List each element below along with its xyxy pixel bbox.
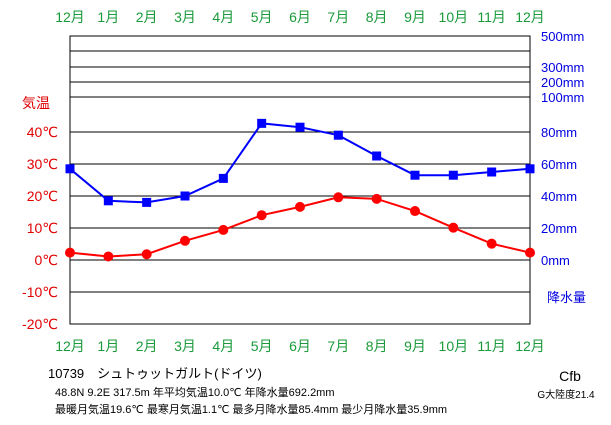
- month-label: 7月: [327, 9, 349, 25]
- month-label: 2月: [136, 9, 158, 25]
- temperature-point: [180, 235, 190, 246]
- temperature-tick: -10℃: [22, 284, 58, 300]
- precipitation-point: [333, 130, 343, 140]
- temperature-point: [486, 238, 497, 249]
- bottom-month-labels: 12月 1月 2月 3月 4月 5月 6月 7月 8月 9月 10月 11月 12月: [55, 338, 545, 354]
- precipitation-tick: 0mm: [541, 253, 570, 268]
- temperature-point: [410, 206, 420, 217]
- month-label: 12月: [55, 9, 85, 25]
- temperature-point: [371, 193, 382, 204]
- month-label: 3月: [174, 9, 196, 25]
- month-label: 9月: [404, 338, 426, 354]
- month-label: 6月: [289, 9, 311, 25]
- climate-class: Cfb: [559, 368, 581, 384]
- grid: [69, 35, 531, 325]
- precipitation-tick: 80mm: [541, 125, 577, 140]
- month-label: 11月: [477, 9, 506, 25]
- temperature-point: [333, 192, 344, 203]
- precipitation-point: [448, 170, 458, 180]
- precipitation-point: [65, 164, 75, 174]
- temperature-tick: 30℃: [27, 156, 58, 172]
- month-label: 2月: [136, 338, 158, 354]
- precipitation-tick: 40mm: [541, 189, 577, 204]
- month-label: 5月: [251, 338, 273, 354]
- precipitation-tick: 500mm: [541, 29, 584, 44]
- month-label: 9月: [404, 9, 426, 25]
- temperature-point: [295, 201, 305, 212]
- precipitation-point: [487, 167, 497, 177]
- temperature-tick: 10℃: [27, 220, 58, 236]
- temperature-point: [141, 249, 152, 260]
- station-name: 10739 シュトゥットガルト(ドイツ): [48, 366, 262, 381]
- precipitation-point: [257, 118, 267, 128]
- month-label: 10月: [439, 9, 469, 25]
- precipitation-point: [372, 151, 382, 161]
- month-label: 6月: [289, 338, 311, 354]
- month-label: 12月: [515, 9, 545, 25]
- top-month-labels: 12月 1月 2月 3月 4月 5月 6月 7月 8月 9月 10月 11月 12月: [55, 9, 545, 25]
- precipitation-axis-label: 降水量: [547, 290, 586, 305]
- month-label: 5月: [251, 9, 273, 25]
- station-stats: 48.8N 9.2E 317.5m 年平均気温10.0℃ 年降水量692.2mm: [55, 385, 335, 399]
- temperature-point: [103, 251, 114, 262]
- month-label: 10月: [439, 338, 469, 354]
- month-label: 4月: [212, 9, 234, 25]
- precipitation-tick: 200mm: [541, 75, 584, 90]
- temperature-point: [525, 247, 535, 258]
- precipitation-point: [525, 164, 535, 174]
- month-label: 1月: [97, 338, 119, 354]
- temperature-point: [256, 210, 267, 221]
- station-extremes: 最暖月気温19.6℃ 最寒月気温1.1℃ 最多月降水量85.4mm 最少月降水量…: [55, 402, 447, 416]
- month-label: 3月: [174, 338, 196, 354]
- temperature-tick: 40℃: [27, 124, 58, 140]
- month-label: 7月: [327, 338, 349, 354]
- temperature-tick: -20℃: [22, 316, 58, 332]
- precipitation-point: [295, 122, 305, 132]
- temperature-axis-label: 気温: [22, 95, 50, 111]
- temperature-tick: 20℃: [27, 188, 58, 204]
- precipitation-point: [142, 197, 152, 207]
- month-label: 8月: [366, 9, 388, 25]
- temperature-point: [448, 222, 459, 233]
- precipitation-tick: 300mm: [541, 60, 584, 75]
- month-label: 12月: [55, 338, 85, 354]
- precipitation-tick: 100mm: [541, 90, 584, 105]
- temperature-point: [65, 247, 75, 258]
- series-layer: [65, 118, 535, 262]
- month-label: 8月: [366, 338, 388, 354]
- temperature-tick: 0℃: [34, 252, 58, 268]
- precipitation-point: [410, 170, 420, 180]
- precipitation-point: [103, 196, 113, 206]
- precipitation-tick: 60mm: [541, 157, 577, 172]
- month-label: 1月: [97, 9, 119, 25]
- temperature-tick-labels: 40℃ 30℃ 20℃ 10℃ 0℃ -10℃ -20℃: [22, 124, 58, 332]
- precipitation-tick: 20mm: [541, 221, 577, 236]
- continentality: G大陸度21.4: [537, 388, 595, 401]
- precipitation-point: [218, 173, 228, 183]
- month-label: 12月: [515, 338, 545, 354]
- precipitation-point: [180, 191, 190, 201]
- month-label: 4月: [212, 338, 234, 354]
- temperature-point: [218, 224, 229, 235]
- month-label: 11月: [477, 338, 506, 354]
- plot-frame: [69, 35, 531, 325]
